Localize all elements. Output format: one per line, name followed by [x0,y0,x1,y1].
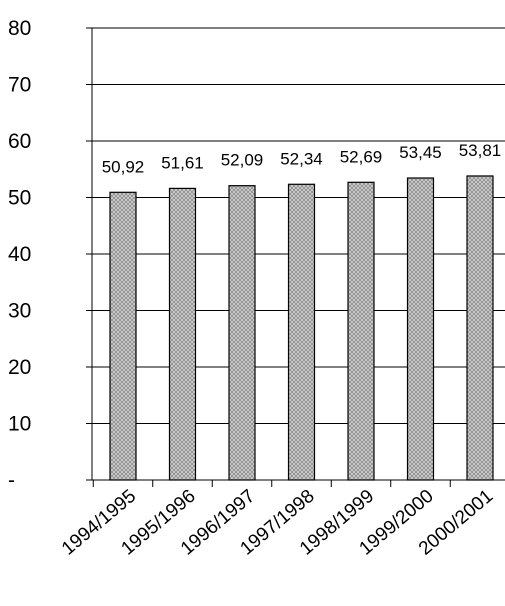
data-label: 50,92 [102,157,145,176]
y-tick-label: 10 [8,413,31,436]
y-tick-label: 30 [8,300,31,323]
data-label: 52,34 [280,149,323,168]
data-label: 53,81 [459,141,502,160]
data-label: 51,61 [161,153,204,172]
y-tick-label: 80 [8,17,31,40]
bar [467,176,493,480]
y-axis-tick-labels: - 10 20 30 40 50 60 70 80 [8,17,31,492]
data-label: 52,09 [221,151,264,170]
y-tick-label: 70 [8,74,31,97]
bars [110,176,493,480]
bar [408,178,434,480]
bar [170,188,196,480]
y-tick-label: 60 [8,130,31,153]
y-tick-label: 20 [8,356,31,379]
y-tick-label: 50 [8,187,31,210]
bar [110,192,136,480]
bar [289,184,315,480]
bar [348,182,374,480]
bar [229,186,255,480]
y-tick-label: 40 [8,243,31,266]
y-tick-label: - [8,469,15,492]
data-labels: 50,92 51,61 52,09 52,34 52,69 53,45 53,81 [102,141,502,176]
x-axis-category-labels: 1994/19951995/19961996/19971997/19981998… [58,486,497,560]
data-label: 53,45 [399,143,442,162]
data-label: 52,69 [340,147,383,166]
